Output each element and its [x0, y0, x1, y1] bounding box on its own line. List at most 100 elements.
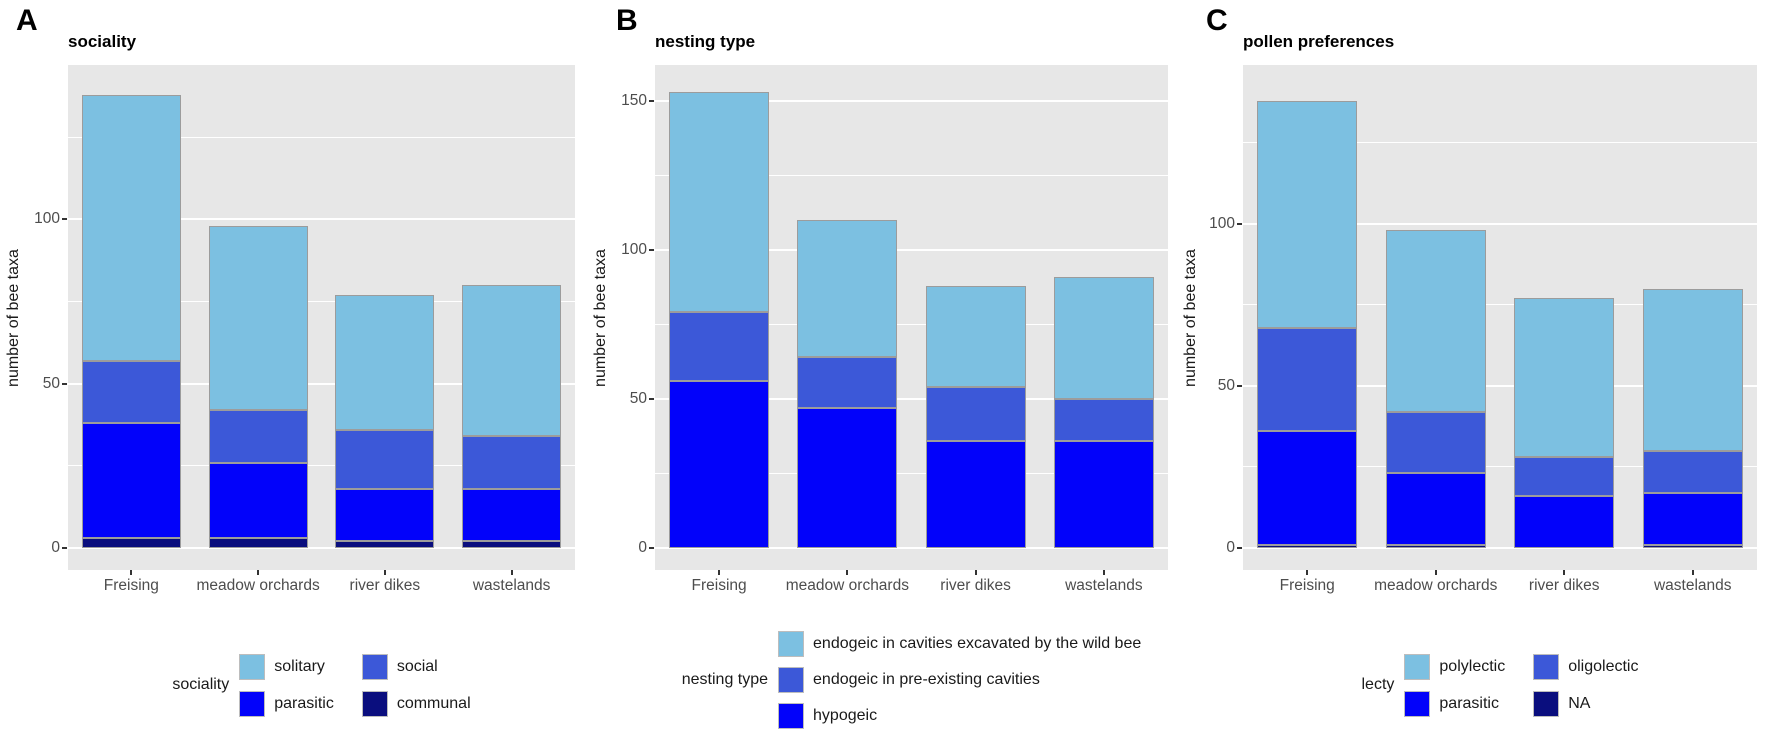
y-tick-mark-0	[1237, 547, 1242, 549]
bar-wastelands-communal	[462, 541, 562, 548]
legend-label-parasitic: parasitic	[274, 694, 334, 712]
bar-meadow-orchards-polylectic	[1385, 230, 1486, 412]
legend-swatch-endogeic-in-pre-existing-cavities	[778, 667, 805, 693]
x-tick-label-meadow-orchards: meadow orchards	[785, 577, 909, 594]
x-tick-label-river-dikes: river dikes	[349, 577, 421, 594]
minor-gridline-125	[68, 136, 575, 138]
minor-gridline-25	[1243, 466, 1757, 468]
chart-title-sociality: sociality	[68, 32, 137, 51]
legend-title-sociality: sociality	[172, 676, 230, 693]
bar-river-dikes-solitary	[335, 295, 435, 430]
y-tick-label-50: 50	[1217, 376, 1235, 394]
y-tick-mark-0	[649, 547, 654, 549]
major-gridline-0	[655, 547, 1168, 549]
minor-gridline-125	[1243, 142, 1757, 144]
y-tick-mark-0	[62, 547, 67, 549]
bar-wastelands-hypogeic	[1053, 440, 1154, 548]
legend-swatch-parasitic	[1404, 690, 1431, 717]
x-tick-label-freising: Freising	[1279, 577, 1335, 594]
bar-meadow-orchards-endogeic-in-cavities-excavated-by-the-wild-bee	[797, 220, 898, 358]
bar-freising-oligolectic	[1257, 327, 1358, 432]
legend-label-na: NA	[1568, 694, 1591, 712]
legend-item-social: social	[361, 653, 471, 680]
minor-gridline-25	[68, 465, 575, 467]
legend-item-na: NA	[1533, 690, 1638, 717]
legend-swatch-solitary	[239, 653, 266, 680]
y-tick-label-150: 150	[621, 91, 647, 109]
legend-item-parasitic: parasitic	[1404, 690, 1505, 717]
legend-sociality: sociality solitary social parasitic communa…	[68, 645, 575, 725]
y-tick-label-0: 0	[1226, 539, 1235, 556]
bar-meadow-orchards-endogeic-in-pre-existing-cavities	[797, 357, 898, 408]
chart-title-nesting-type: nesting type	[655, 32, 756, 51]
legend-item-endogeic-in-pre-existing-cavities: endogeic in pre-existing cavities	[778, 667, 1141, 693]
y-tick-label-50: 50	[629, 389, 647, 407]
bar-freising-endogeic-in-cavities-excavated-by-the-wild-bee	[669, 91, 770, 313]
bar-freising-communal	[81, 538, 181, 548]
legend-label-polylectic: polylectic	[1439, 657, 1506, 675]
bar-wastelands-endogeic-in-pre-existing-cavities	[1053, 398, 1154, 441]
bar-river-dikes-endogeic-in-pre-existing-cavities	[925, 387, 1026, 441]
x-tick-mark-river-dikes	[974, 570, 977, 575]
legend-item-hypogeic: hypogeic	[778, 703, 1141, 729]
bar-freising-polylectic	[1257, 100, 1358, 328]
legend-swatch-social	[361, 653, 388, 680]
x-tick-label-wastelands: wastelands	[472, 577, 551, 594]
plot-panel-sociality	[68, 65, 575, 570]
bar-meadow-orchards-hypogeic	[797, 407, 898, 548]
y-tick-label-0: 0	[51, 539, 60, 556]
y-tick-label-100: 100	[621, 240, 647, 258]
major-gridline-50	[655, 397, 1168, 400]
bar-wastelands-oligolectic	[1642, 450, 1743, 493]
bar-river-dikes-oligolectic	[1514, 457, 1615, 497]
x-tick-mark-wastelands	[510, 570, 513, 575]
legend-items-nesting-type: endogeic in cavities excavated by the wi…	[778, 631, 1141, 729]
bar-river-dikes-polylectic	[1514, 298, 1615, 458]
legend-item-polylectic: polylectic	[1404, 653, 1506, 680]
major-gridline-0	[68, 547, 575, 549]
x-tick-mark-freising	[718, 570, 721, 575]
x-tick-mark-meadow-orchards	[846, 570, 849, 575]
bar-river-dikes-endogeic-in-cavities-excavated-by-the-wild-bee	[925, 285, 1026, 387]
bar-wastelands-polylectic	[1642, 288, 1743, 451]
x-tick-label-freising: Freising	[691, 577, 747, 594]
bar-freising-parasitic	[1257, 431, 1358, 545]
legend-item-communal: communal	[361, 690, 471, 717]
major-gridline-150	[655, 99, 1168, 102]
major-gridline-100	[1243, 222, 1757, 225]
y-axis-label-nesting-type: number of bee taxa	[592, 248, 609, 387]
bar-freising-na	[1257, 544, 1358, 548]
y-tick-mark-50	[649, 397, 654, 400]
legend-items-sociality: solitary social parasitic communal	[239, 653, 471, 717]
legend-item-oligolectic: oligolectic	[1533, 653, 1638, 680]
bar-river-dikes-parasitic	[1514, 496, 1615, 548]
panel-letter-a: A	[16, 4, 38, 37]
y-tick-label-100: 100	[34, 210, 60, 228]
minor-gridline-75	[68, 301, 575, 303]
legend-swatch-oligolectic	[1533, 653, 1560, 680]
y-tick-mark-100	[649, 248, 654, 251]
x-tick-mark-freising	[1306, 570, 1309, 575]
bar-river-dikes-parasitic	[335, 488, 435, 542]
bar-freising-endogeic-in-pre-existing-cavities	[669, 312, 770, 382]
x-tick-mark-freising	[130, 570, 133, 575]
legend-item-parasitic: parasitic	[239, 690, 334, 717]
bar-wastelands-endogeic-in-cavities-excavated-by-the-wild-bee	[1053, 276, 1154, 399]
minor-gridline-25	[655, 472, 1168, 474]
bar-meadow-orchards-na	[1385, 544, 1486, 548]
y-tick-mark-100	[62, 218, 67, 221]
x-tick-label-freising: Freising	[103, 577, 159, 594]
legend-swatch-polylectic	[1404, 653, 1431, 680]
panel-letter-b: B	[616, 4, 638, 37]
bar-wastelands-na	[1642, 544, 1743, 548]
bar-river-dikes-hypogeic	[925, 440, 1026, 548]
bar-wastelands-solitary	[462, 285, 562, 437]
bar-meadow-orchards-parasitic	[208, 462, 308, 539]
bar-freising-solitary	[81, 94, 181, 361]
plot-panel-pollen-preferences	[1243, 65, 1757, 570]
legend-swatch-hypogeic	[778, 703, 805, 729]
legend-lecty: lecty polylectic oligolectic parasitic NA	[1243, 645, 1757, 725]
x-tick-mark-wastelands	[1102, 570, 1105, 575]
bar-freising-parasitic	[81, 423, 181, 539]
